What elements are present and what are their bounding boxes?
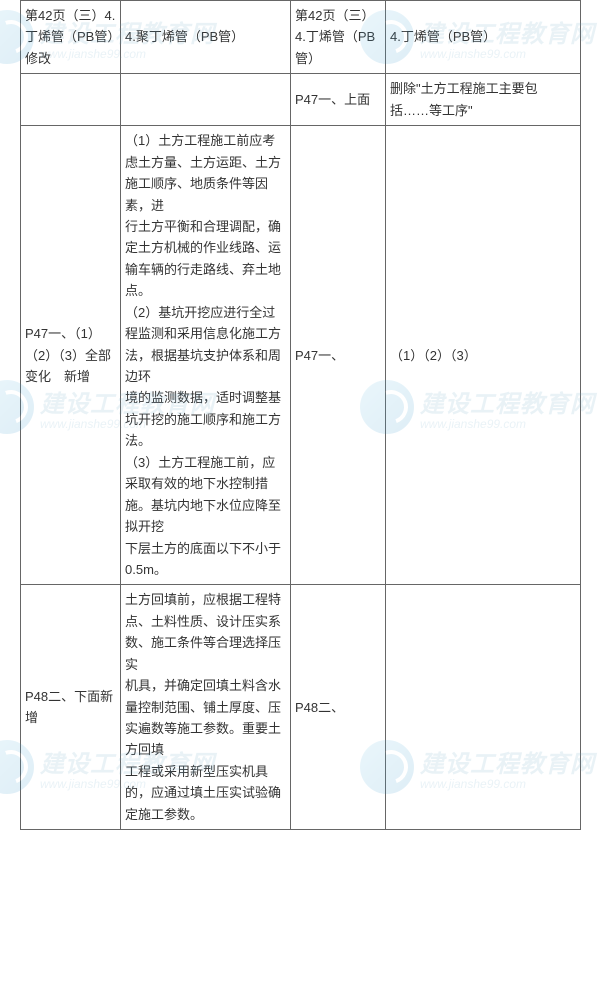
- table-cell: [21, 74, 121, 126]
- table-row: 第42页（三）4.丁烯管（PB管）修改4.聚丁烯管（PB管）第42页（三）4.丁…: [21, 1, 581, 74]
- table-cell: P47一、（1）（2）（3）全部变化 新增: [21, 126, 121, 585]
- table-cell: （1）土方工程施工前应考虑土方量、土方运距、土方施工顺序、地质条件等因素，进行土…: [121, 126, 291, 585]
- table-cell: P48二、: [291, 585, 386, 830]
- table-row: P47一、（1）（2）（3）全部变化 新增（1）土方工程施工前应考虑土方量、土方…: [21, 126, 581, 585]
- table-cell: [121, 74, 291, 126]
- table-row: P47一、上面删除"土方工程施工主要包括……等工序": [21, 74, 581, 126]
- table-cell: 删除"土方工程施工主要包括……等工序": [386, 74, 581, 126]
- table-cell: P48二、下面新增: [21, 585, 121, 830]
- table-cell: 第42页（三）4.丁烯管（PB管）修改: [21, 1, 121, 74]
- table-cell: P47一、上面: [291, 74, 386, 126]
- table-row: P48二、下面新增土方回填前，应根据工程特点、土料性质、设计压实系数、施工条件等…: [21, 585, 581, 830]
- table-cell: 4.丁烯管（PB管）: [386, 1, 581, 74]
- table-cell: 4.聚丁烯管（PB管）: [121, 1, 291, 74]
- table-cell: （1）（2）（3）: [386, 126, 581, 585]
- table-cell: 土方回填前，应根据工程特点、土料性质、设计压实系数、施工条件等合理选择压实机具，…: [121, 585, 291, 830]
- table-cell: [386, 585, 581, 830]
- table-cell: 第42页（三）4.丁烯管（PB管）: [291, 1, 386, 74]
- comparison-table: 第42页（三）4.丁烯管（PB管）修改4.聚丁烯管（PB管）第42页（三）4.丁…: [20, 0, 581, 830]
- table-cell: P47一、: [291, 126, 386, 585]
